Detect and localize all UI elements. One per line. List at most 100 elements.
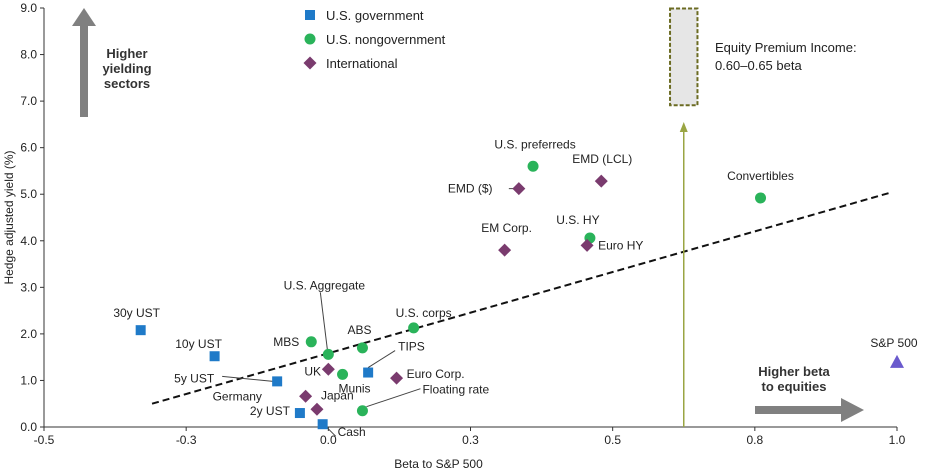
- label-2y-ust: 2y UST: [250, 404, 291, 418]
- up-arrow-text: sectors: [104, 76, 150, 91]
- label-5y-ust: 5y UST: [174, 371, 215, 385]
- x-tick-label: 1.0: [889, 433, 906, 447]
- point-japan: [310, 402, 324, 416]
- point-tips: [363, 367, 374, 378]
- x-tick-label: 0.8: [746, 433, 763, 447]
- x-tick-label: -0.5: [34, 433, 55, 447]
- y-axis-title: Hedge adjusted yield (%): [2, 150, 16, 284]
- legend-label-u-s-government: U.S. government: [326, 8, 424, 23]
- label-u-s-hy: U.S. HY: [556, 213, 599, 227]
- point-u-s-aggregate: [322, 348, 334, 360]
- point-s-p-500: [890, 354, 904, 368]
- label-convertibles: Convertibles: [727, 169, 794, 183]
- equity-premium-beta-label: 0.60–0.65 beta: [715, 58, 803, 73]
- trendline: [151, 191, 892, 405]
- point-floating-rate: [356, 405, 368, 417]
- label-tips: TIPS: [398, 340, 425, 354]
- label-u-s-preferreds: U.S. preferreds: [494, 137, 575, 151]
- up-arrow-head: [72, 8, 96, 26]
- point-labels: 30y UST 10y UST 5y UST 2y UST TIPS Cash MBS U.S…: [113, 137, 918, 439]
- point-2y-ust: [294, 408, 305, 419]
- y-tick-label: 5.0: [20, 187, 37, 201]
- equity-premium-arrow-head: [679, 122, 688, 133]
- y-tick-label: 7.0: [20, 94, 37, 108]
- point-5y-ust: [272, 376, 283, 387]
- up-arrow-text: Higher: [106, 46, 147, 61]
- label-uk: UK: [304, 364, 321, 378]
- label-cash: Cash: [338, 425, 366, 439]
- point-30y-ust: [135, 325, 146, 336]
- x-tick-label: 0.3: [462, 433, 479, 447]
- label-10y-ust: 10y UST: [175, 337, 222, 351]
- right-arrow-text: to equities: [761, 379, 826, 394]
- leader-u-s-aggregate: [319, 292, 328, 350]
- right-arrow-head: [841, 398, 864, 422]
- leader-5y-ust: [222, 375, 274, 382]
- y-tick-label: 8.0: [20, 48, 37, 62]
- point-euro-hy: [580, 238, 594, 252]
- point-uk: [321, 362, 335, 376]
- point-emd-lcl: [594, 174, 608, 188]
- point-munis: [337, 368, 349, 380]
- equity-premium-layer: Equity Premium Income: 0.60–0.65 beta: [669, 7, 857, 427]
- label-japan: Japan: [321, 388, 354, 402]
- point-u-s-preferreds: [527, 160, 539, 172]
- label-euro-corp: Euro Corp.: [407, 367, 465, 381]
- label-floating-rate: Floating rate: [422, 383, 489, 397]
- point-u-s-corps: [408, 322, 420, 334]
- point-em-corp: [498, 243, 512, 257]
- label-mbs: MBS: [273, 335, 299, 349]
- leader-floating-rate: [366, 388, 421, 408]
- y-tick-label: 6.0: [20, 141, 37, 155]
- equity-premium-label: Equity Premium Income:: [715, 40, 857, 55]
- label-emd-lcl: EMD (LCL): [572, 152, 632, 166]
- point-convertibles: [755, 192, 767, 204]
- label-emd: EMD ($): [448, 182, 493, 196]
- y-tick-label: 4.0: [20, 234, 37, 248]
- right-arrow-text: Higher beta: [758, 364, 830, 379]
- label-s-p-500: S&P 500: [870, 336, 917, 350]
- up-arrow-text: yielding: [102, 61, 151, 76]
- label-germany: Germany: [213, 389, 262, 403]
- leader-lines: [222, 188, 514, 437]
- label-u-s-aggregate: U.S. Aggregate: [284, 278, 366, 292]
- label-euro-hy: Euro HY: [598, 238, 643, 252]
- data-points: [135, 160, 904, 430]
- legend-marker-international: [303, 56, 317, 70]
- label-abs: ABS: [347, 323, 371, 337]
- point-abs: [356, 342, 368, 354]
- legend-marker-u-s-nongovernment: [304, 33, 316, 45]
- axes: 0.0 1.0 2.0 3.0 4.0 5.0 6.0 7.0 8.0 9.0 -0.5 -0.3 0.…: [2, 1, 906, 471]
- leader-cash: [326, 426, 337, 437]
- y-tick-label: 2.0: [20, 327, 37, 341]
- right-arrow-shaft: [755, 406, 843, 414]
- legend-marker-u-s-government: [305, 10, 315, 20]
- legend-label-u-s-nongovernment: U.S. nongovernment: [326, 32, 446, 47]
- y-tick-label: 9.0: [20, 1, 37, 15]
- point-emd: [512, 182, 526, 196]
- label-u-s-corps: U.S. corps: [396, 306, 452, 320]
- y-tick-label: 1.0: [20, 373, 37, 387]
- label-em-corp: EM Corp.: [481, 221, 532, 235]
- y-tick-label: 3.0: [20, 280, 37, 294]
- leader-tips: [367, 350, 396, 368]
- label-munis: Munis: [339, 381, 371, 395]
- legend-label-international: International: [326, 56, 398, 71]
- up-arrow-shaft: [80, 24, 88, 117]
- trendline-layer: [151, 191, 892, 405]
- y-tick-label: 0.0: [20, 420, 37, 434]
- point-euro-corp: [390, 371, 404, 385]
- legend: U.S. government U.S. nongovernment Interna…: [303, 8, 446, 71]
- x-tick-label: 0.0: [320, 433, 337, 447]
- point-mbs: [305, 336, 317, 348]
- x-tick-label: 0.5: [604, 433, 621, 447]
- point-cash: [317, 419, 328, 430]
- equity-premium-range-box: [669, 7, 699, 107]
- point-10y-ust: [209, 351, 220, 362]
- x-tick-label: -0.3: [176, 433, 197, 447]
- label-30y-ust: 30y UST: [113, 306, 160, 320]
- x-axis-title: Beta to S&P 500: [394, 457, 483, 471]
- point-germany: [299, 389, 313, 403]
